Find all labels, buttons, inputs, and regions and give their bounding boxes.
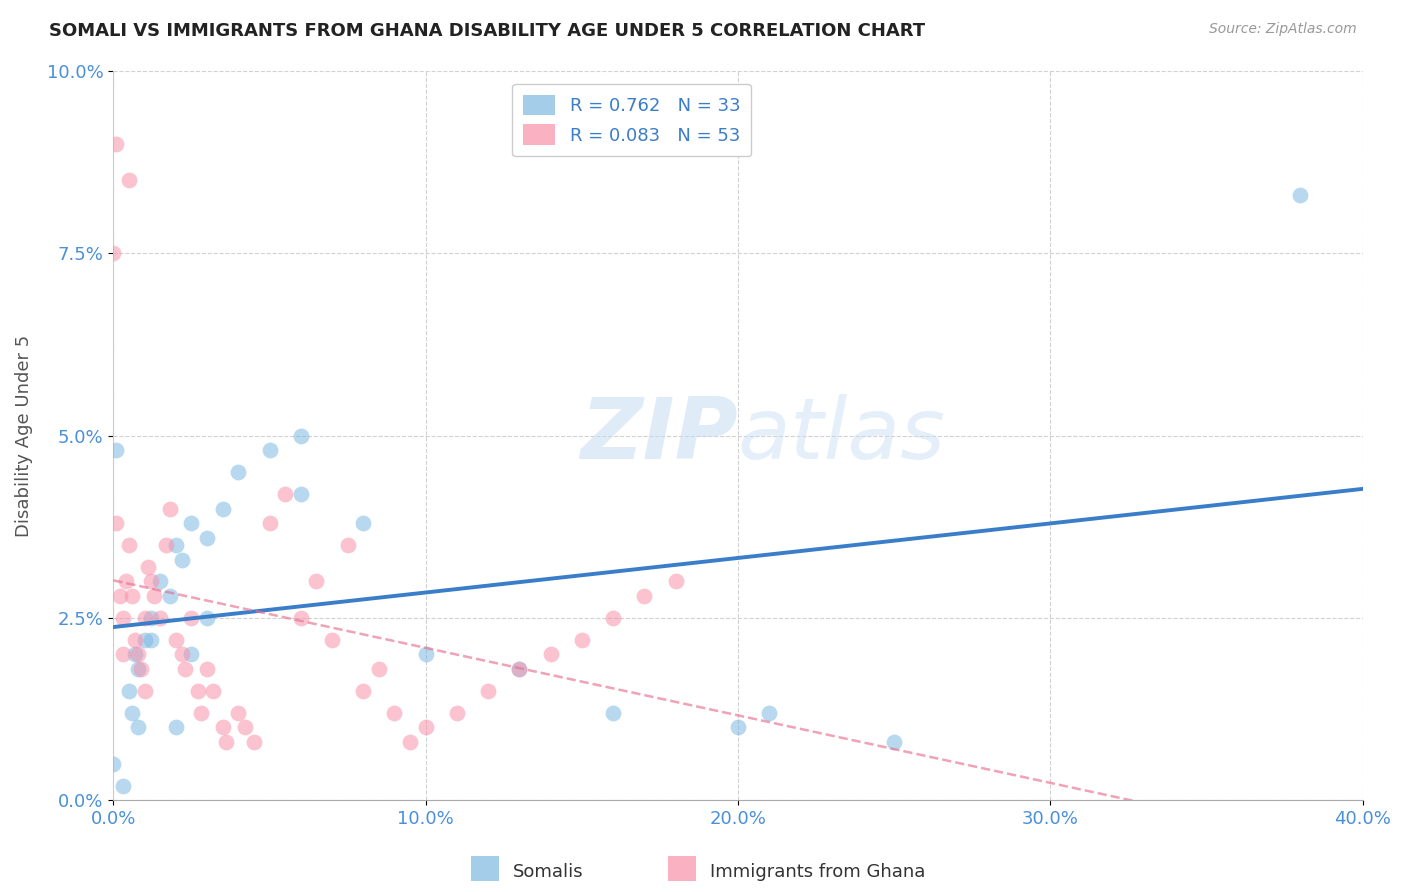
Text: Somalis: Somalis [513, 863, 583, 881]
Point [226, 465, 249, 479]
Point [259, 516, 281, 530]
Text: Immigrants from Ghana: Immigrants from Ghana [710, 863, 925, 881]
Point [367, 662, 389, 676]
Point [127, 648, 149, 662]
Point [664, 574, 686, 589]
Point [352, 516, 374, 530]
Point [415, 720, 437, 734]
Point [105, 136, 128, 151]
Point [399, 735, 422, 749]
Point [111, 611, 134, 625]
Point [187, 683, 209, 698]
Point [540, 648, 562, 662]
Point [127, 662, 149, 676]
Point [195, 662, 218, 676]
Point [139, 632, 162, 647]
Y-axis label: Disability Age Under 5: Disability Age Under 5 [15, 334, 32, 537]
Point [174, 662, 197, 676]
Point [134, 683, 156, 698]
Point [111, 648, 134, 662]
Point [305, 574, 328, 589]
Legend: R = 0.762   N = 33, R = 0.083   N = 53: R = 0.762 N = 33, R = 0.083 N = 53 [512, 84, 751, 156]
Point [290, 428, 312, 442]
Point [134, 611, 156, 625]
Point [602, 706, 624, 720]
Point [115, 574, 138, 589]
Point [226, 706, 249, 720]
Point [336, 538, 359, 552]
Point [118, 173, 141, 187]
Point [571, 632, 593, 647]
Point [124, 648, 146, 662]
Point [111, 779, 134, 793]
Point [477, 683, 499, 698]
Point [243, 735, 266, 749]
Point [290, 611, 312, 625]
Point [170, 552, 193, 566]
Point [190, 706, 212, 720]
Point [136, 560, 159, 574]
Point [180, 516, 202, 530]
Point [124, 632, 146, 647]
Point [202, 683, 225, 698]
Text: Source: ZipAtlas.com: Source: ZipAtlas.com [1209, 22, 1357, 37]
Point [118, 538, 141, 552]
Point [352, 683, 374, 698]
Point [155, 538, 177, 552]
Point [633, 589, 655, 603]
Point [159, 589, 181, 603]
Point [139, 611, 162, 625]
Point [211, 720, 233, 734]
Point [195, 531, 218, 545]
Point [159, 501, 181, 516]
Point [384, 706, 406, 720]
Point [165, 720, 187, 734]
Point [103, 756, 125, 771]
Point [118, 683, 141, 698]
Point [127, 720, 149, 734]
Point [321, 632, 343, 647]
Point [165, 632, 187, 647]
Point [508, 662, 530, 676]
Point [149, 574, 172, 589]
Point [259, 443, 281, 458]
Text: ZIP: ZIP [581, 394, 738, 477]
Point [758, 706, 780, 720]
Point [121, 589, 143, 603]
Point [415, 648, 437, 662]
Point [727, 720, 749, 734]
Point [108, 589, 131, 603]
Point [195, 611, 218, 625]
Point [602, 611, 624, 625]
Point [446, 706, 468, 720]
Point [1289, 188, 1312, 202]
Point [165, 538, 187, 552]
Point [180, 611, 202, 625]
Point [215, 735, 238, 749]
Point [131, 662, 153, 676]
Point [121, 706, 143, 720]
Point [105, 443, 128, 458]
Point [149, 611, 172, 625]
Point [274, 487, 297, 501]
Point [508, 662, 530, 676]
Point [883, 735, 905, 749]
Point [134, 632, 156, 647]
Point [180, 648, 202, 662]
Point [105, 516, 128, 530]
Point [139, 574, 162, 589]
Point [211, 501, 233, 516]
Point [103, 246, 125, 260]
Text: SOMALI VS IMMIGRANTS FROM GHANA DISABILITY AGE UNDER 5 CORRELATION CHART: SOMALI VS IMMIGRANTS FROM GHANA DISABILI… [49, 22, 925, 40]
Point [170, 648, 193, 662]
Point [290, 487, 312, 501]
Text: atlas: atlas [738, 394, 946, 477]
Point [143, 589, 166, 603]
Point [233, 720, 256, 734]
